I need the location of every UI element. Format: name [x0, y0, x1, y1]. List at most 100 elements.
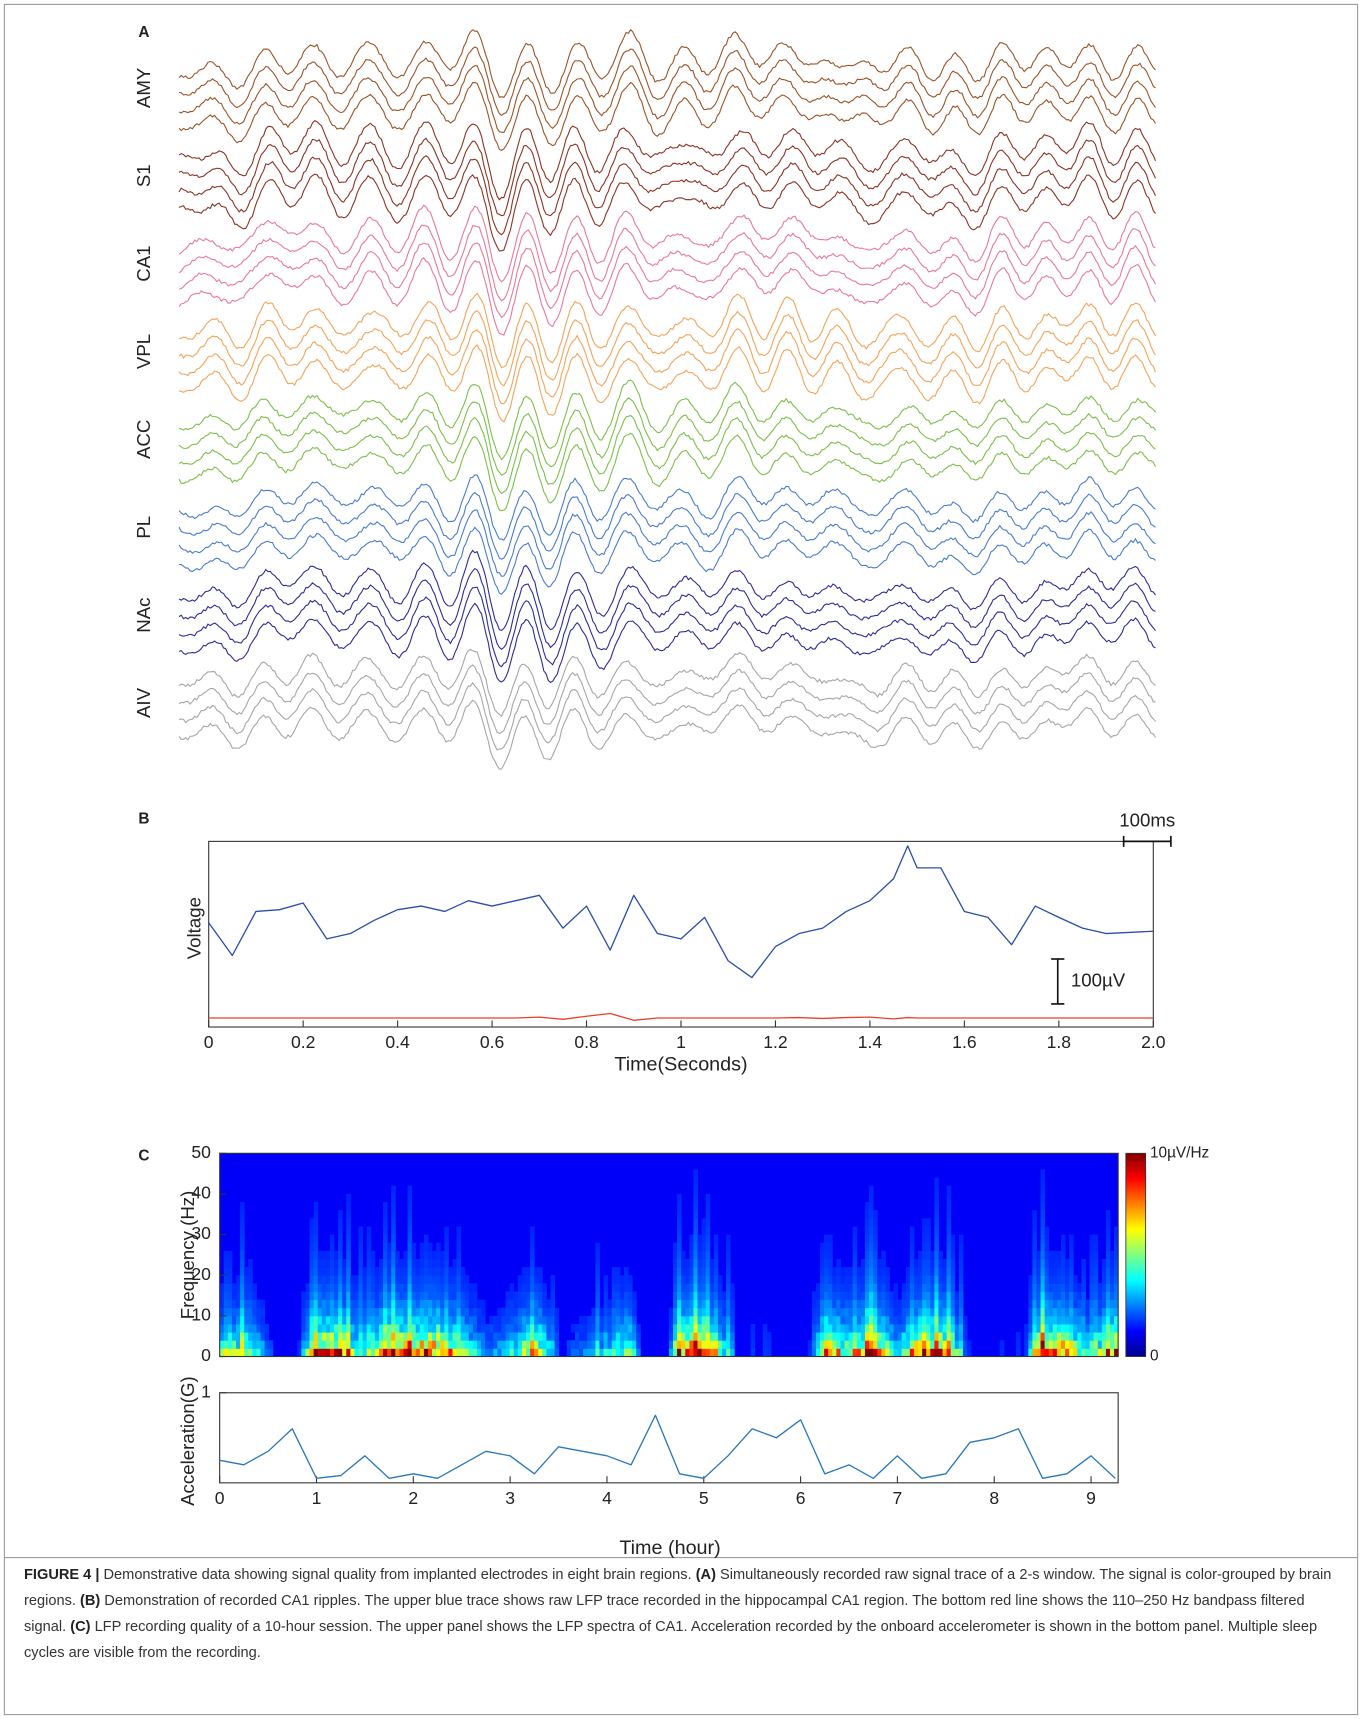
spectrogram-cell — [717, 1315, 723, 1325]
spectrogram-cell — [407, 1267, 413, 1276]
spectrogram-cell — [864, 1275, 870, 1284]
spectrogram-cell — [1089, 1291, 1095, 1301]
spectrogram-cell — [391, 1267, 396, 1276]
spectrogram-cell — [844, 1348, 850, 1357]
spectrogram-cell — [820, 1324, 825, 1333]
spectrogram-cell — [321, 1275, 327, 1284]
raw-trace — [178, 46, 1156, 117]
raw-trace — [178, 491, 1156, 560]
spectrogram-cell — [946, 1275, 952, 1284]
spectrogram-cell — [934, 1315, 939, 1325]
spectrogram-cell — [1052, 1324, 1058, 1333]
spectrogram-cell — [820, 1299, 825, 1309]
spectrogram-cell — [1114, 1315, 1119, 1325]
spectrogram-cell — [1093, 1267, 1099, 1276]
spectrogram-cell — [231, 1291, 237, 1301]
spectrogram-cell — [856, 1307, 862, 1317]
spectrogram-cell — [946, 1258, 952, 1268]
spectrogram-cell — [542, 1307, 547, 1317]
spectrogram-cell — [677, 1291, 682, 1301]
spectrogram-cell — [824, 1258, 829, 1268]
spectrogram-cell — [521, 1332, 527, 1341]
spectrogram-cell — [1060, 1250, 1066, 1260]
spectrogram-cell — [909, 1307, 915, 1317]
spectrogram-cell — [472, 1332, 478, 1341]
spectrogram-cell — [677, 1226, 682, 1236]
caption-text: (B) — [79, 1593, 101, 1609]
spectrogram-cell — [820, 1291, 825, 1301]
spectrogram-cell — [1060, 1307, 1066, 1317]
spectrogram-cell — [869, 1348, 874, 1357]
spectrogram-cell — [599, 1348, 605, 1357]
spectrogram-cell — [248, 1258, 253, 1268]
spectrogram-cell — [713, 1315, 719, 1325]
spectrogram-cell — [1048, 1275, 1054, 1284]
spectrogram-cell — [1044, 1226, 1050, 1236]
spectrogram-cell — [256, 1332, 261, 1341]
spectrogram-cell — [346, 1315, 351, 1325]
spectrogram-cell — [926, 1299, 931, 1309]
spectrogram-cell — [399, 1340, 404, 1349]
spectrogram-cell — [1040, 1226, 1046, 1236]
spectrogram-cell — [338, 1218, 343, 1227]
spectrogram-cell — [628, 1307, 633, 1317]
spectrogram-cell — [521, 1324, 527, 1333]
spectrogram-cell — [824, 1283, 829, 1292]
spectrogram-cell — [950, 1258, 956, 1268]
spectrogram-cell — [550, 1332, 556, 1341]
spectrogram-cell — [820, 1242, 825, 1252]
frame — [3, 3, 1359, 1716]
spectrogram-cell — [354, 1275, 359, 1284]
spectrogram-cell — [840, 1324, 845, 1333]
spectrogram-cell — [864, 1315, 870, 1325]
spectrogram-cell — [452, 1299, 457, 1309]
spectrogram-cell — [1040, 1242, 1046, 1252]
spectrogram-cell — [1109, 1340, 1115, 1349]
spectrogram-cell — [713, 1291, 719, 1301]
spectrogram-cell — [427, 1258, 433, 1268]
spectrogram-cell — [1109, 1283, 1115, 1292]
spectrogram-cell — [681, 1291, 686, 1301]
spectrogram-cell — [313, 1307, 319, 1317]
spectrogram-cell — [530, 1258, 535, 1268]
spectrogram-cell — [423, 1258, 429, 1268]
spectrogram-cell — [840, 1348, 845, 1357]
spectrogram-cell — [918, 1283, 923, 1292]
spectrogram-cell — [701, 1226, 707, 1236]
spectrogram-cell — [268, 1340, 274, 1349]
spectrogram-cell — [334, 1258, 339, 1268]
spectrogram-cell — [550, 1299, 556, 1309]
spectrogram-cell — [321, 1299, 327, 1309]
spectrogram-cell — [329, 1332, 335, 1341]
raw-trace — [178, 379, 1156, 461]
spectrogram-cell — [387, 1250, 392, 1260]
spectrogram-cell — [387, 1332, 392, 1341]
spectrogram-cell — [407, 1242, 413, 1252]
spectrogram-cell — [869, 1250, 874, 1260]
spectrogram-cell — [493, 1315, 498, 1325]
spectrogram-cell — [534, 1267, 539, 1276]
spectrogram-cell — [709, 1275, 715, 1284]
x-tick-label: 5 — [699, 1488, 709, 1508]
spectrogram-cell — [538, 1299, 543, 1309]
spectrogram-cell — [926, 1283, 931, 1292]
spectrogram-cell — [346, 1218, 351, 1227]
spectrogram-cell — [378, 1283, 384, 1292]
spectrogram-cell — [358, 1332, 364, 1341]
spectrogram-cell — [501, 1340, 506, 1349]
spectrogram-cell — [824, 1250, 829, 1260]
spectrogram-cell — [1109, 1291, 1115, 1301]
spectrogram-cell — [860, 1340, 866, 1349]
spectrogram-cell — [338, 1299, 343, 1309]
spectrogram-cell — [685, 1324, 690, 1333]
spectrogram-cell — [1032, 1267, 1037, 1276]
spectrogram-cell — [926, 1332, 931, 1341]
spectrogram-cell — [730, 1324, 735, 1333]
spectrogram-cell — [1105, 1258, 1111, 1268]
spectrogram-cell — [440, 1291, 445, 1301]
spectrogram-cell — [378, 1299, 384, 1309]
spectrogram-cell — [619, 1324, 625, 1333]
spectrogram-cell — [852, 1291, 858, 1301]
raw-trace — [178, 586, 1156, 668]
spectrogram-cell — [1073, 1315, 1078, 1325]
